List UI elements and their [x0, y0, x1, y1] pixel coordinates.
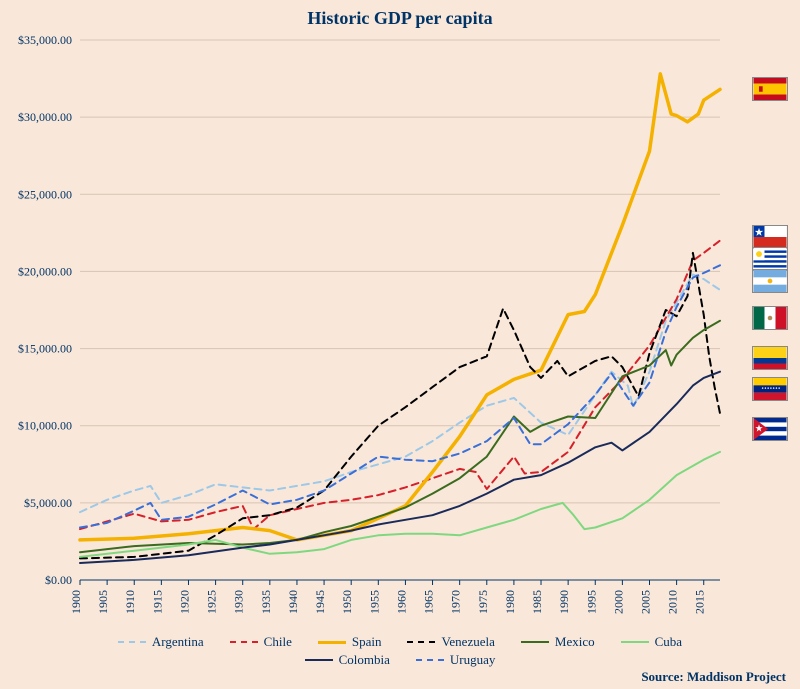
legend-swatch: [318, 641, 346, 644]
svg-text:1960: 1960: [394, 590, 408, 614]
legend-label: Spain: [352, 634, 382, 650]
svg-text:2010: 2010: [666, 590, 680, 614]
series-chile: [80, 241, 720, 529]
svg-text:1940: 1940: [286, 590, 300, 614]
flag-uruguay: [752, 247, 788, 271]
svg-text:$10,000.00: $10,000.00: [18, 419, 72, 433]
legend-swatch: [407, 641, 435, 643]
svg-text:1945: 1945: [313, 590, 327, 614]
legend-label: Chile: [264, 634, 292, 650]
series-venezuela: [80, 253, 720, 559]
series-spain: [80, 74, 720, 540]
svg-text:1910: 1910: [123, 590, 137, 614]
svg-text:1975: 1975: [476, 590, 490, 614]
svg-text:1990: 1990: [557, 590, 571, 614]
legend-label: Cuba: [655, 634, 682, 650]
svg-text:1930: 1930: [232, 590, 246, 614]
flag-cuba: [752, 417, 788, 441]
legend-item-argentina: Argentina: [118, 634, 204, 650]
flag-colombia: [752, 346, 788, 370]
svg-text:1915: 1915: [150, 590, 164, 614]
svg-text:$0.00: $0.00: [45, 573, 72, 587]
svg-text:1955: 1955: [367, 590, 381, 614]
svg-text:$15,000.00: $15,000.00: [18, 342, 72, 356]
svg-text:1980: 1980: [503, 590, 517, 614]
svg-text:1965: 1965: [422, 590, 436, 614]
legend-item-chile: Chile: [230, 634, 292, 650]
legend-label: Argentina: [152, 634, 204, 650]
flag-mexico: [752, 306, 788, 330]
svg-text:1950: 1950: [340, 590, 354, 614]
legend-item-venezuela: Venezuela: [407, 634, 494, 650]
legend-item-cuba: Cuba: [621, 634, 682, 650]
svg-text:$30,000.00: $30,000.00: [18, 110, 72, 124]
svg-text:2005: 2005: [638, 590, 652, 614]
svg-text:1935: 1935: [259, 590, 273, 614]
flag-spain: [752, 77, 788, 101]
series-cuba: [80, 452, 720, 557]
legend-swatch: [416, 659, 444, 661]
flag-chile: [752, 225, 788, 249]
flag-argentina: [752, 269, 788, 293]
svg-text:2015: 2015: [693, 590, 707, 614]
svg-text:1970: 1970: [449, 590, 463, 614]
legend-label: Colombia: [339, 652, 390, 668]
svg-text:2000: 2000: [611, 590, 625, 614]
gdp-chart: $0.00 $5,000.00 $10,000.00 $15,000.00 $20,00…: [0, 0, 800, 689]
svg-text:1905: 1905: [96, 590, 110, 614]
svg-text:1920: 1920: [177, 590, 191, 614]
legend-swatch: [621, 641, 649, 643]
legend-item-uruguay: Uruguay: [416, 652, 496, 668]
svg-text:1900: 1900: [69, 590, 83, 614]
svg-text:1925: 1925: [205, 590, 219, 614]
svg-text:$20,000.00: $20,000.00: [18, 264, 72, 278]
svg-text:1985: 1985: [530, 590, 544, 614]
svg-text:$5,000.00: $5,000.00: [24, 496, 72, 510]
legend-label: Uruguay: [450, 652, 496, 668]
legend: Argentina Chile Spain Venezuela Mexico Cuba Co…: [90, 633, 710, 669]
legend-label: Venezuela: [441, 634, 494, 650]
legend-item-spain: Spain: [318, 634, 382, 650]
flag-venezuela: [752, 377, 788, 401]
svg-text:$35,000.00: $35,000.00: [18, 33, 72, 47]
svg-text:$25,000.00: $25,000.00: [18, 187, 72, 201]
legend-swatch: [230, 641, 258, 643]
legend-label: Mexico: [555, 634, 595, 650]
svg-text:1995: 1995: [584, 590, 598, 614]
legend-item-colombia: Colombia: [305, 652, 390, 668]
legend-swatch: [521, 641, 549, 643]
legend-swatch: [118, 641, 146, 643]
legend-item-mexico: Mexico: [521, 634, 595, 650]
source-label: Source: Maddison Project: [641, 669, 786, 685]
legend-swatch: [305, 659, 333, 661]
